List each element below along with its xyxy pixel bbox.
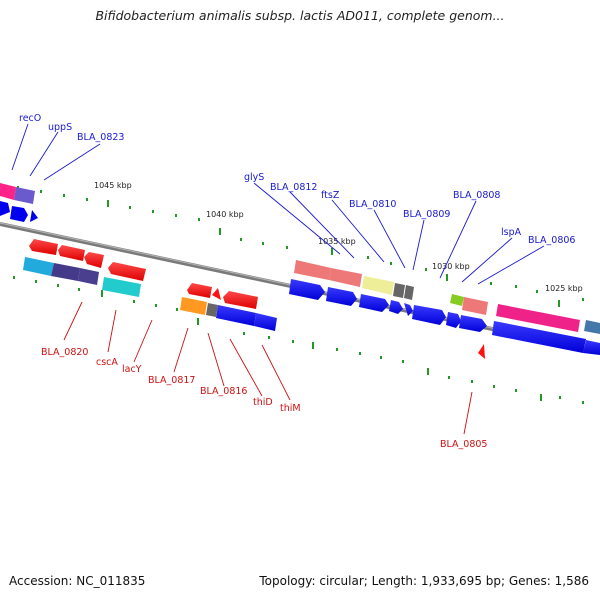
gene-arrow <box>459 315 487 332</box>
gene-arrow <box>404 285 414 300</box>
kbp-label: 1030 kbp <box>432 262 470 271</box>
gene-arrow <box>393 283 405 298</box>
kbp-label: 1035 kbp <box>318 237 356 246</box>
gene-arrow <box>359 294 389 312</box>
gene-label[interactable]: BLA_0809 <box>403 209 450 220</box>
gene-arrow <box>216 305 256 326</box>
gene-arrow <box>23 257 54 276</box>
gene-label[interactable]: glyS <box>244 172 264 183</box>
gene-arrow <box>206 303 218 317</box>
gene-arrow <box>180 297 207 315</box>
gene-arrow <box>492 321 586 353</box>
gene-arrow <box>29 239 58 255</box>
gene-arrow <box>58 245 85 261</box>
gene-arrow <box>583 340 600 355</box>
gene-label[interactable]: BLA_0823 <box>77 132 124 143</box>
blue-leader-lines <box>11 123 545 285</box>
reverse-genes-left <box>23 239 277 331</box>
gene-label[interactable]: ftsZ <box>321 190 340 201</box>
gene-arrow <box>412 305 446 325</box>
genes-center-right <box>289 260 600 359</box>
gene-label[interactable]: BLA_0817 <box>148 375 195 386</box>
gene-arrow <box>0 201 10 216</box>
major-ticks <box>101 200 560 401</box>
gene-arrow <box>362 276 394 295</box>
gene-label[interactable]: thiD <box>253 397 273 408</box>
gene-label[interactable]: BLA_0820 <box>41 347 88 358</box>
kbp-label: 1045 kbp <box>94 181 132 190</box>
gene-arrow <box>0 183 16 200</box>
gene-arrow <box>389 300 403 314</box>
gene-arrow <box>14 187 35 204</box>
gene-label[interactable]: uppS <box>48 122 72 133</box>
gene-arrow <box>254 313 277 331</box>
gene-label[interactable]: lacY <box>122 364 142 375</box>
gene-arrow <box>51 263 80 281</box>
map-title: Bifidobacterium animalis subsp. lactis A… <box>95 8 505 23</box>
gene-arrow <box>294 260 331 280</box>
gene-arrow <box>329 268 362 287</box>
gene-label[interactable]: BLA_0808 <box>453 190 500 201</box>
gene-arrow <box>78 268 99 285</box>
gene-label[interactable]: recO <box>19 113 41 124</box>
kbp-label: 1025 kbp <box>545 284 583 293</box>
gene-label[interactable]: BLA_0816 <box>200 386 247 397</box>
gene-label[interactable]: thiM <box>280 403 301 414</box>
gene-arrow <box>450 294 464 306</box>
gene-arrow <box>289 279 325 300</box>
gene-arrow <box>404 303 413 316</box>
gene-arrow <box>10 206 28 222</box>
gene-arrow <box>223 291 258 309</box>
gene-arrow <box>108 262 146 281</box>
gene-arrow <box>462 297 488 315</box>
gene-label[interactable]: BLA_0805 <box>440 439 487 450</box>
gene-arrow <box>212 288 221 300</box>
gene-arrow <box>30 210 38 222</box>
gene-arrow <box>326 287 357 306</box>
gene-arrow <box>446 312 461 328</box>
gene-arrow <box>84 252 104 268</box>
accession-text: Accession: NC_011835 <box>9 574 146 588</box>
kbp-label: 1040 kbp <box>206 210 244 219</box>
gene-arrow <box>102 277 141 297</box>
gene-label[interactable]: lspA <box>501 227 522 238</box>
gene-arrow <box>478 344 485 359</box>
gene-arrow <box>187 283 212 298</box>
gene-label[interactable]: cscA <box>96 357 118 368</box>
gene-label[interactable]: BLA_0806 <box>528 235 575 246</box>
gene-label[interactable]: BLA_0810 <box>349 199 396 210</box>
forward-genes-left <box>0 183 38 222</box>
gene-arrow <box>496 304 580 332</box>
gene-label[interactable]: BLA_0812 <box>270 182 317 193</box>
gene-arrow <box>584 320 600 334</box>
red-leader-lines <box>63 301 473 435</box>
topology-text: Topology: circular; Length: 1,933,695 bp… <box>259 574 589 588</box>
